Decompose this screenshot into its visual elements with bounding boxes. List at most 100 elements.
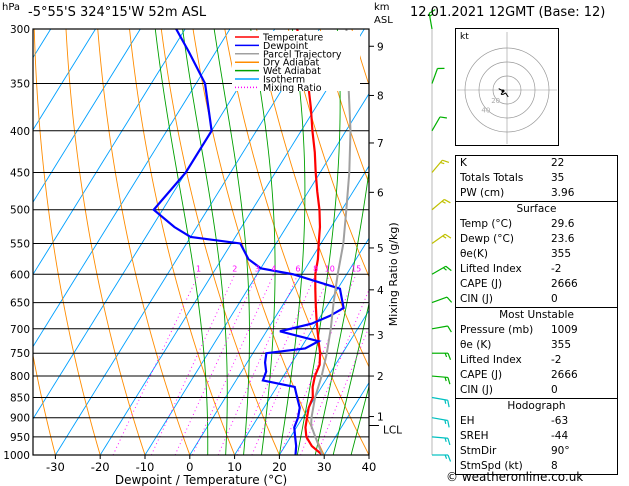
index-label: StmSpd (kt) (460, 460, 523, 472)
asl-unit: ASL (374, 15, 393, 26)
wind-barb-feather (439, 116, 448, 119)
temp-tick-label: -10 (136, 460, 155, 474)
index-row: Totals Totals 35 (456, 171, 617, 186)
index-label: Totals Totals (460, 172, 524, 184)
index-value: 29.6 (551, 218, 575, 230)
pressure-tick-label: 850 (10, 392, 30, 404)
km-tick-label: 3 (377, 330, 384, 342)
hodograph-block: Hodograph EH -63 SREH -44 StmDir 90° StmSpd (k… (455, 399, 618, 475)
plot-area (0, 29, 369, 455)
km-tick-label: 2 (377, 371, 384, 383)
wind-barb-feather (442, 267, 447, 271)
index-value: -63 (551, 415, 569, 427)
index-value: 3.96 (551, 187, 575, 199)
km-tick-label: 4 (377, 285, 384, 297)
index-label: SREH (460, 430, 489, 442)
pressure-tick-label: 650 (10, 298, 30, 310)
index-label: EH (460, 415, 475, 427)
dry-adiabat-line (97, 29, 191, 455)
index-row: CAPE (J) 2666 (456, 277, 617, 292)
credit: © weatheronline.co.uk (446, 470, 584, 484)
index-row: CIN (J) 0 (456, 383, 617, 398)
mixing-ratio-line (251, 274, 331, 455)
mixing-ratio-label: 2 (232, 264, 237, 273)
mixing-ratio-label: 4 (271, 264, 276, 273)
km-unit: km (374, 2, 390, 13)
pressure-tick-label: 600 (10, 269, 30, 281)
most-unstable-title: Most Unstable (499, 309, 574, 321)
legend-label: Mixing Ratio (263, 83, 322, 94)
temp-tick-label: 40 (362, 460, 377, 474)
km-tick-label: 1 (377, 412, 384, 424)
temp-tick-label: 30 (317, 460, 332, 474)
temperature-line (296, 29, 324, 455)
wet-adiabat-line (154, 29, 209, 455)
index-row: EH -63 (456, 414, 617, 429)
wind-barb (431, 296, 448, 304)
km-tick-label: 7 (377, 138, 384, 150)
plot-frame (32, 28, 370, 456)
temp-tick-label: 20 (272, 460, 287, 474)
index-value: 0 (551, 384, 558, 396)
wind-barb-feather (444, 352, 448, 358)
temp-tick-label: -20 (91, 460, 110, 474)
x-axis-label: Dewpoint / Temperature (°C) (115, 473, 287, 486)
km-tick-label: 5 (377, 243, 384, 255)
index-label: Lifted Index (460, 263, 522, 275)
index-label: CAPE (J) (460, 369, 503, 381)
index-value: -2 (551, 263, 562, 275)
wind-barb-feather (442, 235, 447, 239)
wind-barb-feather (447, 400, 450, 408)
index-label: Temp (°C) (460, 218, 513, 230)
wind-barb-feather (444, 233, 452, 239)
index-value: 355 (551, 339, 572, 351)
mixing-ratio-axis-label: Mixing Ratio (g/kg) (387, 222, 400, 326)
temp-tick-label: 0 (186, 460, 193, 474)
isotherm-line (323, 381, 369, 455)
wind-barb-feather (441, 200, 446, 204)
mixing-ratio-line (174, 274, 258, 455)
pressure-tick-label: 800 (10, 371, 30, 383)
index-row: θe (K) 355 (456, 338, 617, 353)
index-value: -44 (551, 430, 569, 442)
index-label: CIN (J) (460, 293, 493, 305)
datetime-title: 12.01.2021 12GMT (Base: 12) (410, 5, 606, 20)
lcl-label: LCL (383, 424, 402, 436)
wind-barb-feather (447, 325, 452, 333)
hodograph-unit: kt (460, 32, 469, 42)
hodograph-ring-label: 20 (491, 97, 500, 105)
storm-motion-marker (501, 89, 505, 93)
legend-label: Dewpoint (263, 41, 308, 52)
hodograph-title: Hodograph (507, 400, 566, 412)
index-label: CIN (J) (460, 384, 493, 396)
isotherm-line (33, 29, 186, 276)
index-value: 23.6 (551, 233, 575, 245)
mixing-ratio-label: 15 (351, 264, 361, 273)
km-tick-label: 8 (377, 90, 384, 102)
indices-panel: K 22 Totals Totals 35 PW (cm) 3.96 Surface Te… (455, 155, 618, 475)
index-row: PW (cm) 3.96 (456, 186, 617, 201)
mixing-ratio-line (150, 274, 236, 455)
index-value: 0 (551, 293, 558, 305)
wind-barb-feather (446, 296, 453, 303)
index-row: Pressure (mb) 1009 (456, 323, 617, 338)
wind-barb-feather (447, 377, 451, 385)
isotherm-line (33, 29, 231, 348)
dry-adiabat-line (287, 29, 369, 278)
pressure-tick-label: 1000 (3, 450, 30, 462)
index-value: 1009 (551, 324, 578, 336)
isotherm-line (0, 29, 6, 455)
isotherm-line (279, 309, 369, 455)
legend-label: Wet Adiabat (263, 66, 321, 77)
wind-barb-feather (444, 454, 448, 459)
pressure-tick-label: 400 (10, 126, 30, 138)
index-label: K (460, 157, 467, 169)
wind-barb-feather (444, 377, 447, 382)
index-value: 2666 (551, 278, 578, 290)
wet-adiabat-line (350, 384, 369, 455)
mixing-ratio-label: 8 (313, 264, 318, 273)
pressure-tick-label: 750 (10, 348, 30, 360)
index-label: CAPE (J) (460, 278, 503, 290)
wind-barb (431, 68, 439, 84)
